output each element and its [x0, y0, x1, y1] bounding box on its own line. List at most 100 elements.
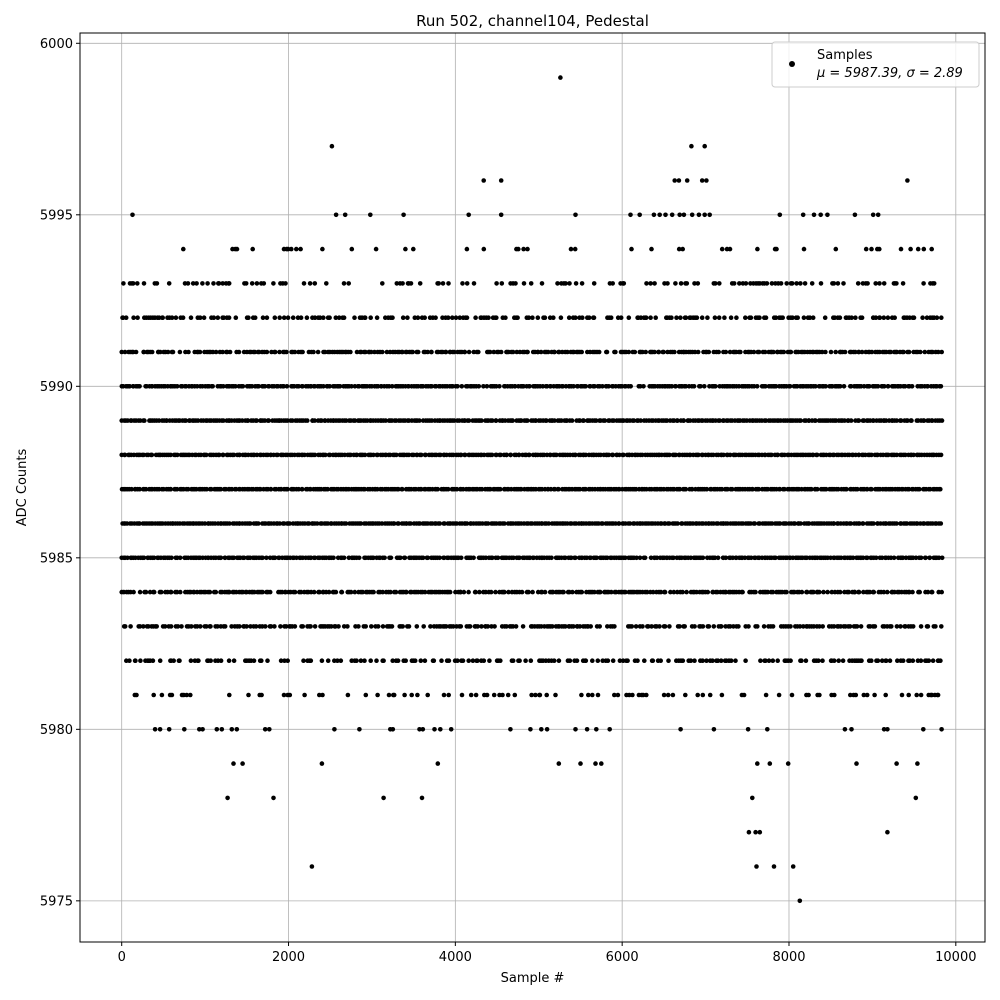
data-point [335, 658, 340, 663]
data-point [873, 555, 879, 561]
data-point [211, 281, 216, 286]
data-point [795, 315, 800, 321]
data-point [891, 555, 897, 561]
data-point [684, 281, 690, 286]
data-point [319, 658, 325, 663]
data-point [869, 486, 874, 492]
data-point [909, 384, 915, 389]
data-point [419, 795, 425, 801]
data-point [197, 349, 203, 355]
data-point [823, 486, 829, 492]
data-points [119, 75, 945, 904]
data-point [166, 727, 172, 732]
data-point [801, 246, 807, 252]
data-point [497, 384, 502, 389]
data-point [806, 692, 811, 698]
data-point [664, 418, 670, 423]
data-point [226, 315, 232, 321]
data-point [763, 384, 768, 389]
data-point [119, 349, 124, 355]
data-point [526, 589, 531, 595]
data-point [881, 315, 887, 321]
data-point [438, 727, 443, 732]
data-point [237, 452, 242, 458]
data-point [563, 281, 568, 286]
data-point [785, 761, 791, 766]
data-point [692, 624, 697, 629]
data-point [422, 315, 428, 321]
data-point [451, 624, 456, 629]
data-point [921, 418, 927, 423]
data-point [341, 555, 347, 561]
data-point [560, 384, 566, 389]
data-point [525, 418, 530, 423]
data-point [688, 555, 694, 561]
data-point [572, 246, 578, 252]
data-point [527, 384, 532, 389]
data-point [831, 658, 837, 663]
data-point [842, 418, 847, 423]
data-point [803, 658, 809, 663]
data-point [678, 281, 684, 286]
data-point [605, 658, 611, 663]
data-point [859, 658, 864, 663]
data-point [423, 452, 429, 458]
data-point [428, 624, 433, 629]
data-point [271, 795, 276, 801]
data-point [881, 281, 887, 286]
data-point [459, 692, 465, 698]
data-point [143, 486, 149, 492]
data-point [629, 624, 635, 629]
x-tick-label: 0 [118, 950, 126, 965]
y-tick-label: 6000 [40, 37, 73, 52]
data-point [419, 452, 424, 458]
data-point [661, 349, 666, 355]
data-point [702, 212, 707, 218]
data-point [380, 349, 385, 355]
data-point [175, 452, 180, 458]
data-point [408, 521, 413, 526]
data-point [717, 418, 722, 423]
data-point [831, 624, 837, 629]
data-point [308, 658, 314, 663]
data-point [282, 658, 287, 663]
data-point [885, 384, 891, 389]
data-point [821, 589, 826, 595]
data-point [817, 589, 822, 595]
data-point [579, 349, 584, 355]
data-point [902, 384, 908, 389]
data-point [609, 589, 614, 595]
data-point [488, 589, 494, 595]
data-point [612, 692, 617, 698]
data-point [332, 727, 337, 732]
data-point [218, 658, 224, 663]
data-point [130, 281, 136, 286]
legend-box [771, 41, 980, 88]
data-point [608, 315, 614, 321]
data-point [137, 624, 143, 629]
data-point [374, 315, 380, 321]
data-point [869, 658, 874, 663]
data-point [508, 727, 513, 732]
data-point [790, 864, 796, 869]
data-point [936, 555, 942, 561]
data-point [352, 315, 357, 321]
data-point [669, 384, 675, 389]
data-point [692, 658, 697, 663]
data-point [466, 212, 472, 218]
data-point [422, 658, 428, 663]
data-point [801, 315, 807, 321]
data-point [133, 658, 138, 663]
data-point [643, 315, 649, 321]
data-point [512, 692, 518, 698]
data-point [684, 178, 690, 183]
data-point [849, 727, 854, 732]
data-point [329, 143, 335, 149]
data-point [567, 281, 572, 286]
data-point [188, 692, 193, 698]
data-point [670, 692, 676, 698]
data-point [473, 692, 479, 698]
data-point [196, 658, 201, 663]
data-point [615, 692, 621, 698]
data-point [567, 658, 573, 663]
